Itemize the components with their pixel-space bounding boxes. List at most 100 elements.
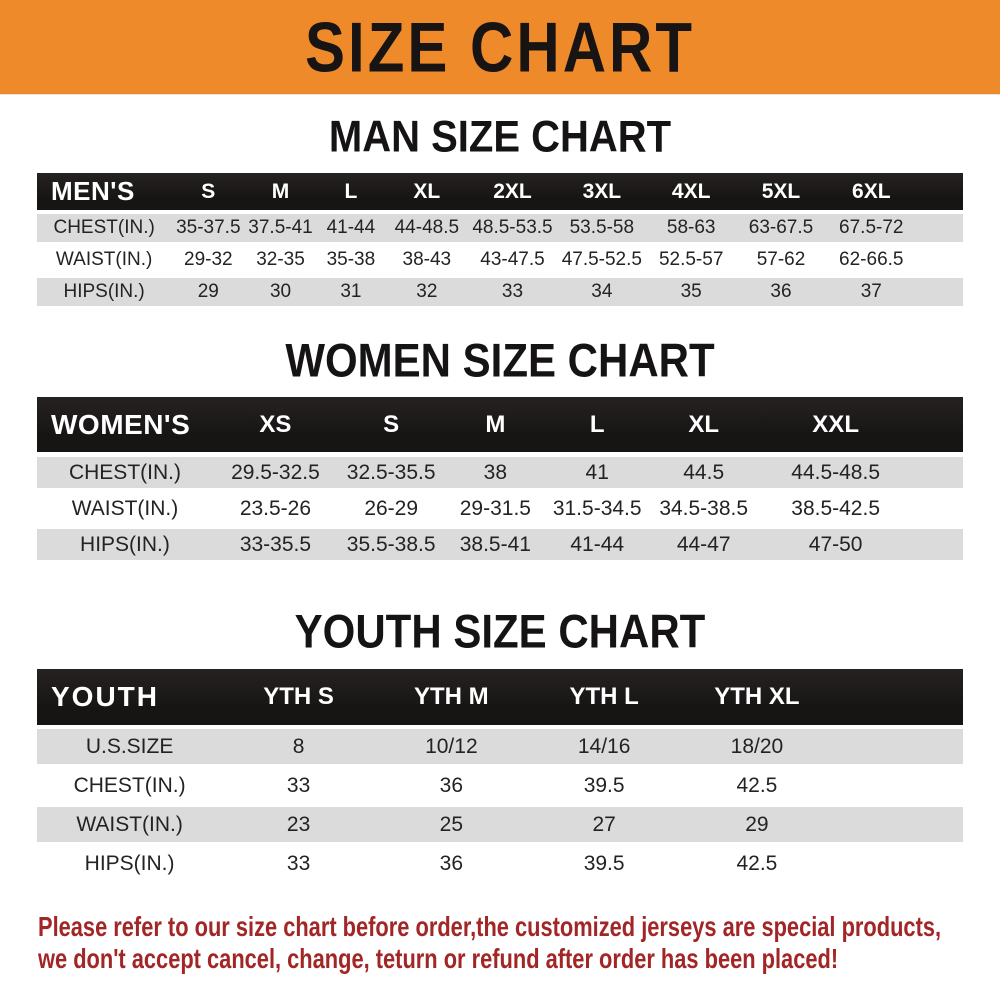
women-size-section: WOMEN SIZE CHART WOMEN'S XS S M L XL XXL CHEST… <box>0 334 1000 565</box>
table-cell: 53.5-58 <box>557 214 647 242</box>
row-label: CHEST(IN.) <box>37 214 172 242</box>
filler-cell <box>917 246 963 274</box>
row-label: CHEST(IN.) <box>37 457 213 488</box>
table-row: CHEST(IN.) 35-37.5 37.5-41 41-44 44-48.5 48.5… <box>37 214 963 242</box>
table-cell: 41-44 <box>315 214 387 242</box>
filler-cell <box>833 729 963 764</box>
table-header-row: MEN'S S M L XL 2XL 3XL 4XL 5XL 6XL <box>37 173 963 210</box>
table-row: HIPS(IN.) 29 30 31 32 33 34 35 36 37 <box>37 278 963 306</box>
table-cell: 18/20 <box>680 729 834 764</box>
order-note-line-2: we don't accept cancel, change, teturn o… <box>38 943 839 975</box>
size-column-header: YTH S <box>222 669 375 725</box>
table-cell: 29 <box>680 807 834 842</box>
table-cell: 32 <box>386 278 468 306</box>
size-column-header: L <box>315 173 387 210</box>
table-cell: 36 <box>439 773 464 797</box>
table-group-label: YOUTH <box>37 669 223 725</box>
table-cell: 25 <box>374 807 528 842</box>
table-cell: 33 <box>286 851 311 875</box>
size-column-header: 5XL <box>736 173 826 210</box>
table-cell: 29 <box>171 278 246 306</box>
table-cell: 30 <box>245 278 316 306</box>
row-label: WAIST(IN.) <box>55 249 153 270</box>
women-size-table: WOMEN'S XS S M L XL XXL CHEST(IN.) 29.5-32.5 32.… <box>37 392 963 565</box>
size-column-header: 2XL <box>467 173 558 210</box>
table-cell: 38.5-41 <box>444 529 547 560</box>
row-label: HIPS(IN.) <box>37 529 213 560</box>
table-cell: 67.5-72 <box>825 214 917 242</box>
table-group-label: MEN'S <box>37 173 172 210</box>
size-column-header: M <box>444 397 547 452</box>
table-cell: 43-47.5 <box>480 249 545 270</box>
table-cell: 38 <box>444 457 547 488</box>
table-cell: 62-66.5 <box>839 249 904 270</box>
table-row: WAIST(IN.) 23.5-26 26-29 29-31.5 31.5-34.5 34… <box>37 493 963 524</box>
filler-cell <box>912 397 963 452</box>
table-cell: 10/12 <box>374 729 528 764</box>
size-column-header: YTH XL <box>680 669 834 725</box>
table-cell: 37 <box>825 278 917 306</box>
size-column-header: 4XL <box>646 173 737 210</box>
table-cell: 57-62 <box>756 249 806 270</box>
table-cell: 36 <box>736 278 826 306</box>
man-size-chart-title: MAN SIZE CHART <box>328 112 672 162</box>
youth-size-chart-title: YOUTH SIZE CHART <box>294 605 706 658</box>
table-cell: 32.5-35.5 <box>337 457 445 488</box>
table-cell: 44-48.5 <box>386 214 468 242</box>
table-cell: 29-32 <box>184 249 233 270</box>
table-cell: 31 <box>315 278 387 306</box>
table-cell: 37.5-41 <box>245 214 316 242</box>
table-cell: 48.5-53.5 <box>467 214 558 242</box>
table-cell: 33 <box>467 278 558 306</box>
filler-cell <box>916 214 963 242</box>
youth-size-section: YOUTH SIZE CHART YOUTH YTH S YTH M YTH L YTH… <box>0 605 1000 885</box>
table-cell: 41 <box>546 457 649 488</box>
table-cell: 39.5 <box>583 851 625 875</box>
row-label: WAIST(IN.) <box>71 496 179 520</box>
table-cell: 35.5-38.5 <box>337 529 445 560</box>
table-cell: 42.5 <box>736 851 778 875</box>
table-row: U.S.SIZE 8 10/12 14/16 18/20 <box>37 729 963 764</box>
table-cell: 27 <box>527 807 681 842</box>
size-column-header: 6XL <box>825 173 917 210</box>
filler-cell <box>912 457 963 488</box>
table-cell: 26-29 <box>364 496 419 520</box>
size-column-header: XXL <box>759 397 913 452</box>
table-row: CHEST(IN.) 33 36 39.5 42.5 <box>37 768 963 803</box>
youth-size-table: YOUTH YTH S YTH M YTH L YTH XL U.S.SIZE 8 10/1… <box>37 665 963 885</box>
table-cell: 34.5-38.5 <box>659 496 749 520</box>
order-note-line-1: Please refer to our size chart before or… <box>38 911 942 942</box>
table-cell: 14/16 <box>527 729 681 764</box>
filler-cell <box>833 807 963 842</box>
table-cell: 35 <box>646 278 737 306</box>
man-size-table: MEN'S S M L XL 2XL 3XL 4XL 5XL 6XL CHEST(IN.) 35-3… <box>37 169 963 310</box>
table-header-row: WOMEN'S XS S M L XL XXL <box>37 397 963 452</box>
table-cell: 8 <box>222 729 375 764</box>
table-cell: 29-31.5 <box>459 496 531 520</box>
table-cell: 39.5 <box>583 773 625 797</box>
size-column-header: XL <box>648 397 760 452</box>
women-size-chart-title: WOMEN SIZE CHART <box>285 334 715 387</box>
filler-cell <box>833 669 963 725</box>
table-row: HIPS(IN.) 33-35.5 35.5-38.5 38.5-41 41-44 44-… <box>37 529 963 560</box>
size-column-header: S <box>171 173 246 210</box>
table-cell: 29.5-32.5 <box>212 457 338 488</box>
table-cell: 33-35.5 <box>212 529 338 560</box>
row-label: HIPS(IN.) <box>84 851 175 875</box>
table-cell: 35-38 <box>326 249 376 270</box>
size-chart-banner: SIZE CHART <box>0 0 1000 95</box>
table-cell: 47.5-52.5 <box>561 249 642 270</box>
table-cell: 23 <box>222 807 375 842</box>
row-label: WAIST(IN.) <box>37 807 223 842</box>
size-column-header: 3XL <box>557 173 647 210</box>
table-row: CHEST(IN.) 29.5-32.5 32.5-35.5 38 41 44.5 44.5… <box>37 457 963 488</box>
filler-cell <box>916 173 963 210</box>
order-note: Please refer to our size chart before or… <box>38 911 1000 975</box>
table-cell: 35-37.5 <box>171 214 246 242</box>
table-row: WAIST(IN.) 23 25 27 29 <box>37 807 963 842</box>
table-cell: 38.5-42.5 <box>791 496 881 520</box>
filler-cell <box>912 493 963 524</box>
table-cell: 31.5-34.5 <box>552 496 642 520</box>
table-cell: 34 <box>557 278 647 306</box>
table-cell: 41-44 <box>546 529 649 560</box>
